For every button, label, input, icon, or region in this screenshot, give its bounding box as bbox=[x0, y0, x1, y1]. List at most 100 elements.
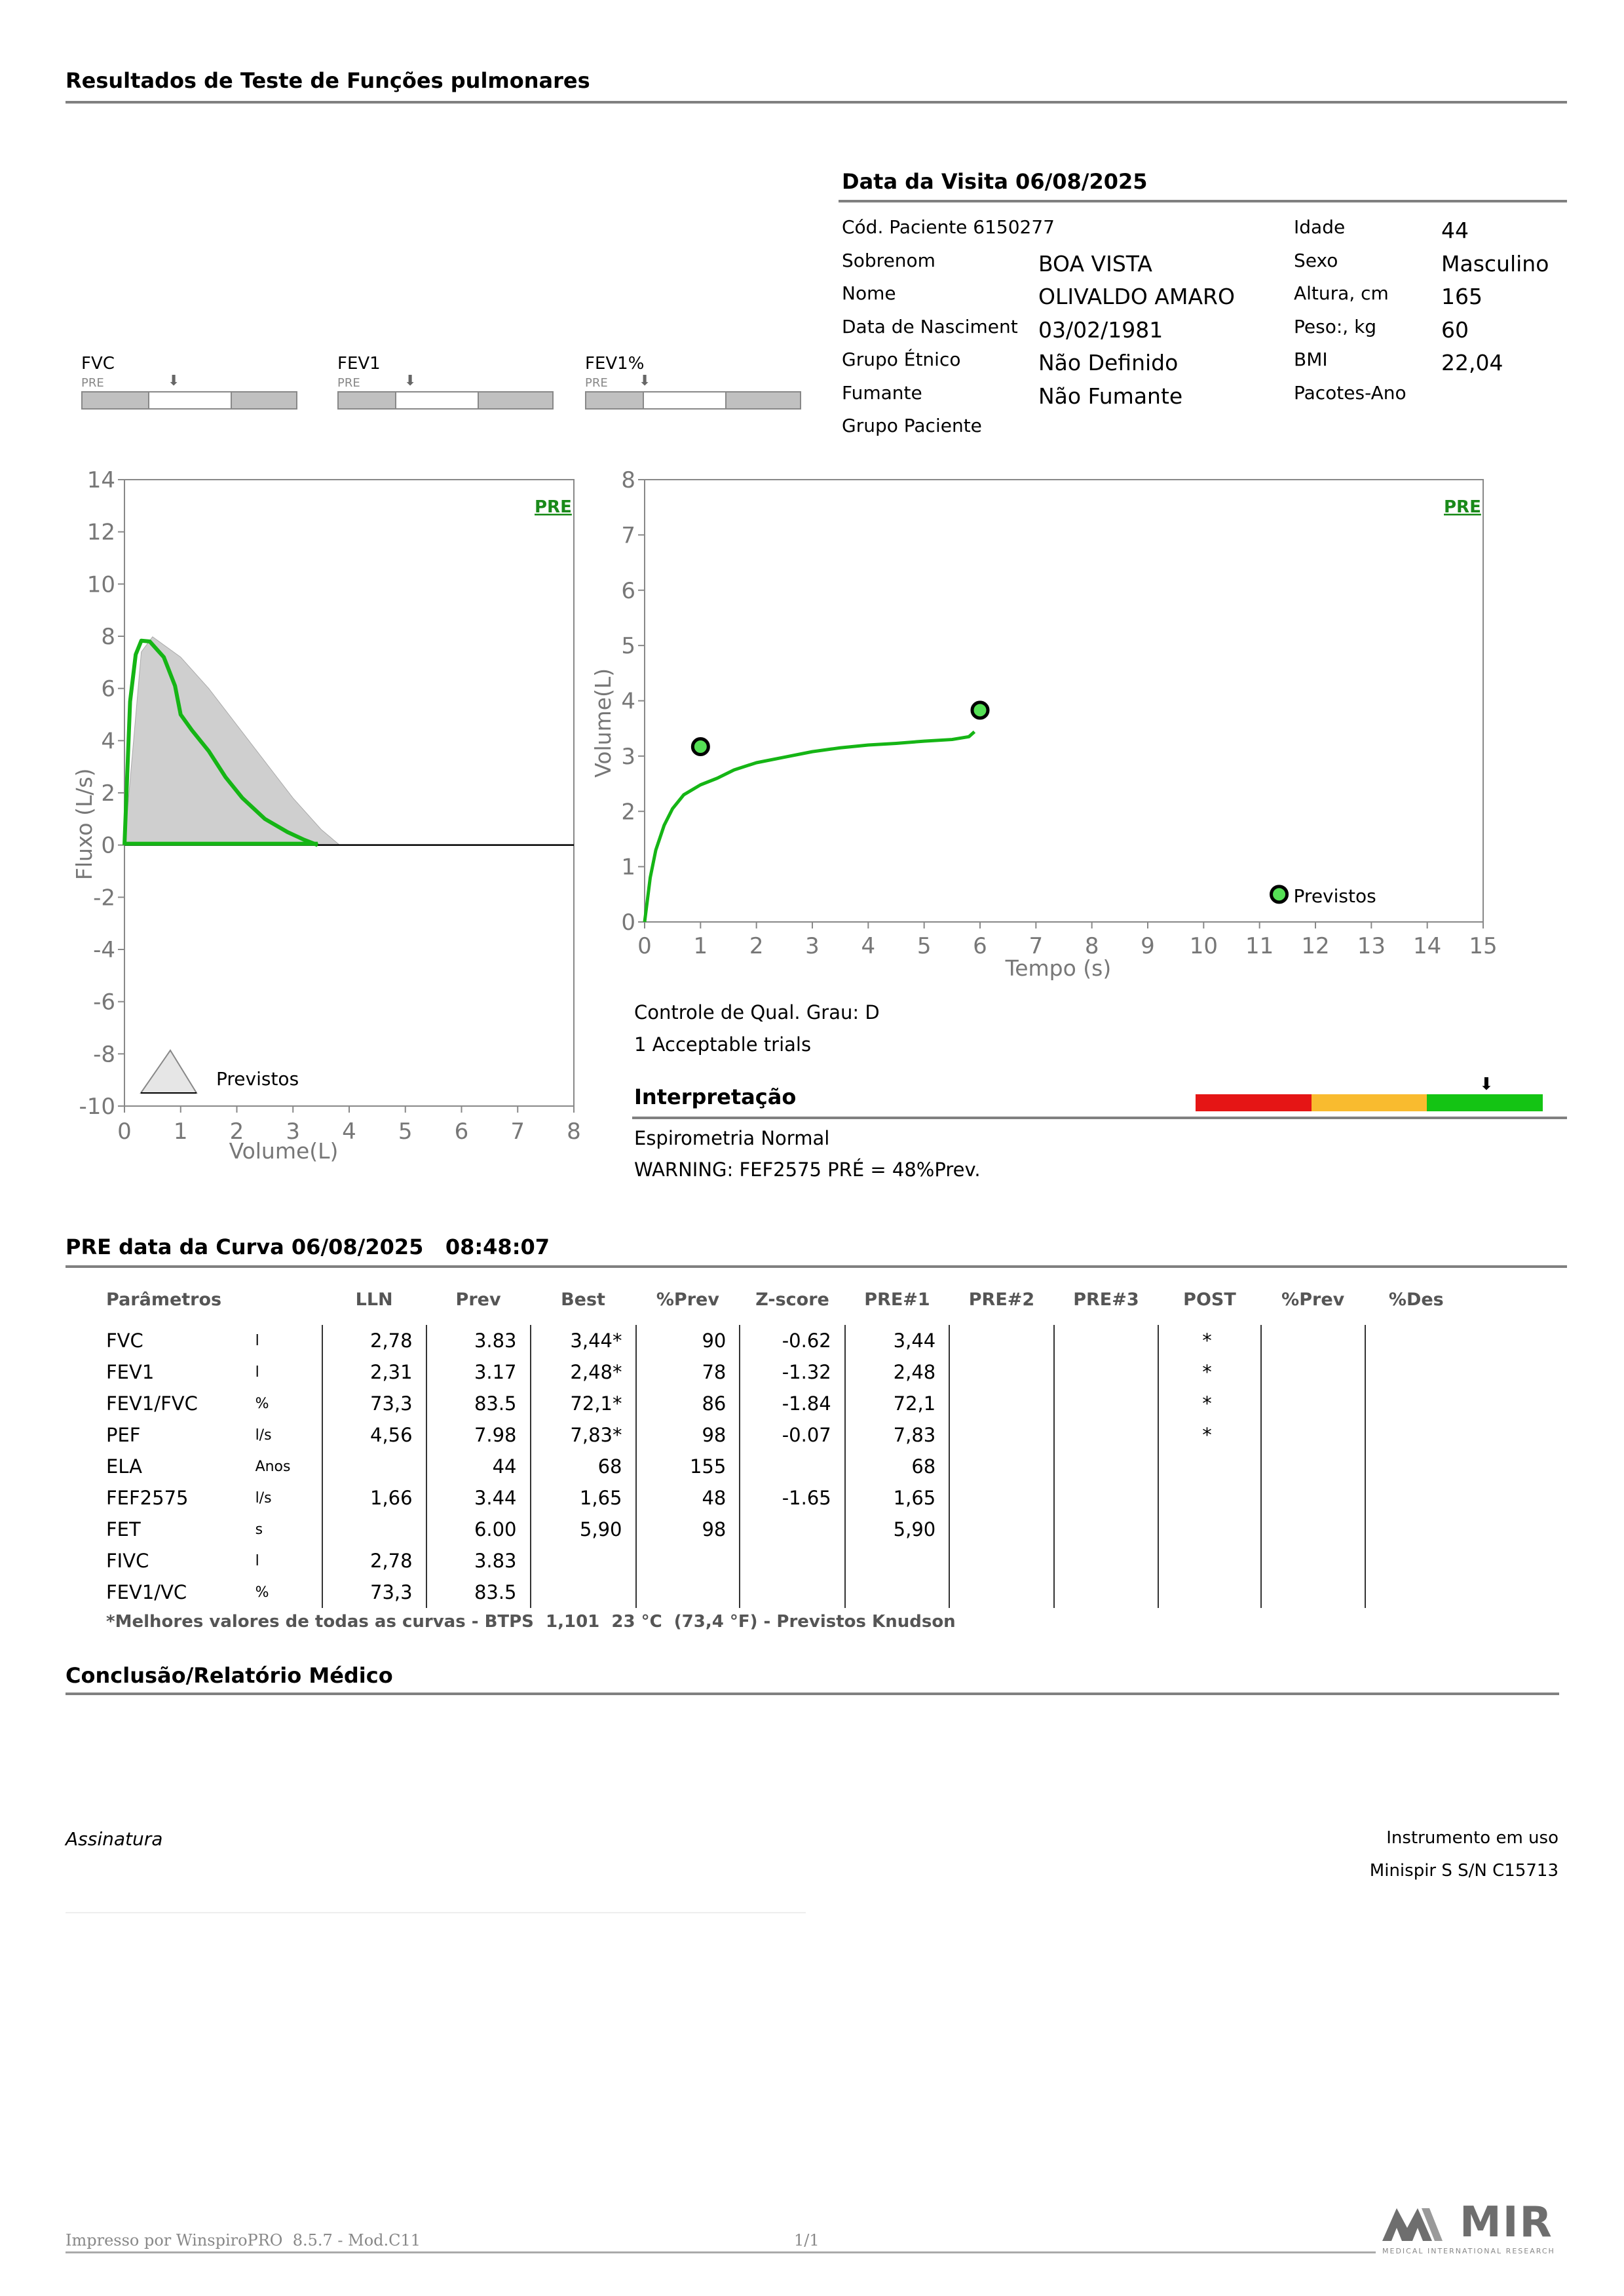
table-cell bbox=[1053, 1514, 1160, 1545]
table-cell: FEV1 bbox=[106, 1361, 155, 1383]
info-label: Grupo Paciente bbox=[842, 415, 982, 436]
y-tick-label: 7 bbox=[621, 522, 635, 548]
table-cell bbox=[949, 1388, 1055, 1419]
y-tick-label: 6 bbox=[101, 676, 115, 702]
table-cell: 7.98 bbox=[426, 1419, 531, 1451]
table-cell bbox=[1053, 1451, 1160, 1482]
table-row: FVC l 2,78 3.83 3,44* 90 -0.62 3,44 * bbox=[92, 1325, 1467, 1356]
x-tick-label: 5 bbox=[398, 1119, 413, 1145]
table-cell: -0.07 bbox=[740, 1419, 846, 1451]
table-cell bbox=[635, 1577, 741, 1608]
column-header: Z-score bbox=[755, 1290, 829, 1310]
y-tick-label: 3 bbox=[621, 744, 635, 770]
y-tick-label: -4 bbox=[93, 937, 115, 963]
visit-divider bbox=[839, 200, 1567, 202]
table-cell bbox=[1365, 1356, 1467, 1388]
x-tick-label: 15 bbox=[1469, 933, 1497, 959]
quality-grade: Controle de Qual. Grau: D bbox=[634, 1001, 880, 1024]
table-row: FET s 6.00 5,90 98 5,90 bbox=[92, 1514, 1467, 1545]
arrow-down-icon: ⬇ bbox=[639, 373, 651, 389]
pre-tag: PRE bbox=[535, 497, 572, 517]
y-tick-label: 4 bbox=[101, 728, 115, 754]
x-tick-label: 11 bbox=[1245, 933, 1274, 959]
y-tick-label: 2 bbox=[621, 799, 635, 825]
info-label: Fumante bbox=[842, 381, 922, 404]
table-cell: 73,3 bbox=[322, 1388, 427, 1419]
indicator-label: FEV1 bbox=[337, 354, 381, 373]
table-cell: l/s bbox=[247, 1419, 323, 1451]
y-tick-label: 5 bbox=[621, 633, 635, 659]
table-cell: l bbox=[247, 1356, 323, 1388]
table-row: FEV1/FVC% 73,3 83.5 72,1* 86 -1.84 72,1 * bbox=[92, 1388, 1467, 1419]
table-cell: 72,1 bbox=[844, 1388, 951, 1419]
info-value: Não Fumante bbox=[1038, 383, 1183, 409]
column-header: PRE#3 bbox=[1073, 1290, 1139, 1310]
table-cell: 2,48* bbox=[530, 1356, 637, 1388]
mir-logo-icon bbox=[1382, 2208, 1443, 2241]
info-value: BOA VISTA bbox=[1038, 250, 1152, 277]
table-cell: -1.84 bbox=[740, 1388, 846, 1419]
table-cell: * bbox=[1158, 1356, 1262, 1388]
info-label: Sobrenom bbox=[842, 249, 935, 271]
table-cell: * bbox=[1158, 1325, 1262, 1356]
table-cell bbox=[740, 1545, 846, 1577]
info-label: Peso:, kg bbox=[1294, 315, 1377, 337]
table-cell: 98 bbox=[635, 1419, 741, 1451]
table-cell bbox=[1260, 1419, 1366, 1451]
x-tick-label: 7 bbox=[510, 1119, 525, 1145]
table-cell bbox=[1158, 1451, 1262, 1482]
table-cell bbox=[1365, 1577, 1467, 1608]
table-cell: 90 bbox=[635, 1325, 741, 1356]
table-cell bbox=[949, 1419, 1055, 1451]
page-number: 1/1 bbox=[794, 2231, 820, 2249]
mir-logo: MIR MEDICAL INTERNATIONAL RESEARCH bbox=[1382, 2198, 1566, 2255]
table-cell bbox=[1053, 1577, 1160, 1608]
column-header: Best bbox=[561, 1290, 605, 1310]
indicator-bar: ⬇ bbox=[585, 373, 801, 410]
table-row: ELA Anos 44 68 155 68 bbox=[92, 1451, 1467, 1482]
arrow-down-icon: ⬇ bbox=[168, 373, 180, 389]
table-cell: 68 bbox=[844, 1451, 951, 1482]
table-cell: * bbox=[1158, 1388, 1262, 1419]
table-cell: 83.5 bbox=[426, 1577, 531, 1608]
x-tick-label: 8 bbox=[1085, 933, 1099, 959]
column-header: Prev bbox=[455, 1290, 501, 1310]
y-tick-label: 12 bbox=[87, 520, 115, 546]
y-tick-label: 2 bbox=[101, 780, 115, 807]
indicator-fev1: FEV1 PRE ⬇ bbox=[337, 354, 554, 410]
column-header: %Prev bbox=[656, 1290, 719, 1310]
info-value: Não Definido bbox=[1038, 350, 1179, 375]
table-cell: FIVC bbox=[106, 1550, 149, 1572]
table-cell: 68 bbox=[530, 1451, 637, 1482]
table-cell bbox=[740, 1577, 846, 1608]
info-label: Cód. Paciente 6150277 bbox=[842, 216, 1055, 238]
x-axis-label: Tempo (s) bbox=[1005, 955, 1112, 981]
column-header: PRE#2 bbox=[968, 1290, 1035, 1310]
table-cell bbox=[949, 1577, 1055, 1608]
logo-text: MIR bbox=[1460, 2198, 1553, 2247]
x-tick-label: 10 bbox=[1190, 933, 1218, 959]
instrument-label: Instrumento em uso bbox=[1386, 1828, 1558, 1848]
table-cell: 4,56 bbox=[322, 1419, 427, 1451]
table-row: FEV1 l 2,31 3.17 2,48* 78 -1.32 2,48 * bbox=[92, 1356, 1467, 1388]
predicted-point bbox=[690, 737, 710, 757]
table-cell bbox=[1260, 1514, 1366, 1545]
column-header: POST bbox=[1183, 1290, 1236, 1310]
curve-heading: PRE data da Curva 06/08/2025 08:48:07 bbox=[66, 1234, 550, 1259]
table-cell bbox=[1158, 1577, 1262, 1608]
table-cell: l bbox=[247, 1545, 323, 1577]
table-cell: FET bbox=[106, 1518, 141, 1540]
y-tick-label: 8 bbox=[101, 624, 115, 650]
x-tick-label: 1 bbox=[694, 933, 708, 959]
table-cell bbox=[1053, 1388, 1160, 1419]
column-header bbox=[248, 1274, 322, 1325]
table-cell bbox=[1365, 1325, 1467, 1356]
indicator-sub: PRE bbox=[337, 376, 360, 390]
table-cell bbox=[1260, 1545, 1366, 1577]
info-label: Data de Nasciment bbox=[842, 315, 1018, 337]
x-tick-label: 6 bbox=[455, 1119, 469, 1145]
quality-trials: 1 Acceptable trials bbox=[634, 1033, 812, 1056]
info-value: 165 bbox=[1441, 284, 1482, 309]
x-tick-label: 0 bbox=[637, 933, 652, 959]
info-label: BMI bbox=[1294, 349, 1328, 370]
